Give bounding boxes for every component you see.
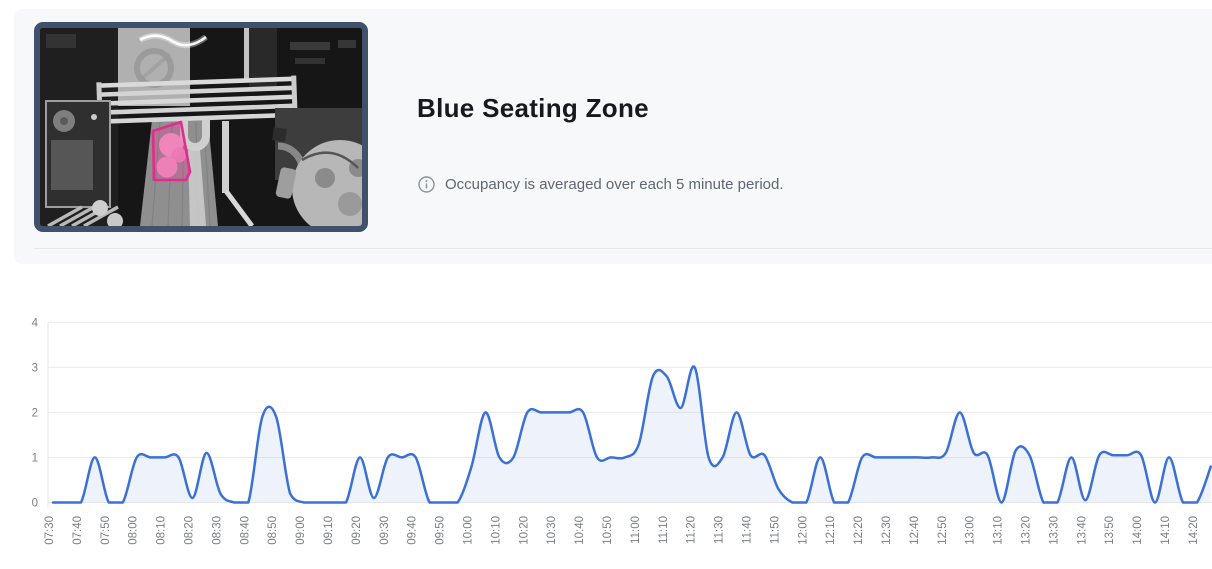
x-tick-label: 10:40 [574, 516, 586, 545]
x-tick-label: 13:10 [993, 516, 1005, 545]
info-note-text: Occupancy is averaged over each 5 minute… [445, 176, 784, 193]
x-tick-label: 11:30 [714, 516, 726, 544]
x-tick-label: 07:40 [72, 516, 84, 545]
x-tick-label: 10:20 [518, 516, 530, 545]
x-tick-label: 08:20 [184, 516, 196, 545]
y-tick-labels: 0 1 2 3 4 [32, 317, 39, 509]
y-gridlines [47, 321, 1212, 508]
x-tick-label: 07:50 [100, 516, 112, 545]
x-tick-label: 14:20 [1188, 516, 1200, 545]
x-tick-label: 10:00 [463, 516, 475, 545]
x-tick-labels: 07:30 07:40 07:50 08:00 08:10 08:20 08:30 08:40… [44, 516, 1200, 545]
page-title: Blue Seating Zone [417, 93, 649, 123]
x-tick-label: 09:30 [379, 516, 391, 545]
x-tick-label: 09:10 [323, 516, 335, 545]
x-tick-label: 09:40 [407, 516, 419, 545]
occupancy-area-fill [53, 366, 1211, 503]
x-tick-label: 13:00 [965, 516, 977, 545]
y-tick-label: 1 [32, 452, 38, 464]
x-tick-label: 10:50 [602, 516, 614, 545]
x-tick-label: 11:10 [658, 516, 670, 544]
x-tick-label: 14:10 [1160, 516, 1172, 545]
zone-overlay [151, 120, 192, 182]
x-tick-label: 10:10 [490, 516, 502, 545]
x-tick-label: 12:20 [853, 516, 865, 545]
info-note-row: Occupancy is averaged over each 5 minute… [418, 176, 784, 193]
x-tick-label: 12:10 [825, 516, 837, 545]
y-tick-label: 4 [32, 317, 39, 329]
x-tick-label: 12:00 [797, 516, 809, 545]
x-tick-label: 08:10 [156, 516, 168, 545]
x-tick-label: 14:00 [1132, 516, 1144, 545]
x-tick-label: 12:30 [881, 516, 893, 545]
x-tick-label: 13:40 [1076, 516, 1088, 545]
x-tick-label: 13:30 [1048, 516, 1060, 545]
x-tick-label: 07:30 [44, 516, 56, 545]
x-tick-label: 08:50 [267, 516, 279, 545]
x-tick-label: 09:20 [351, 516, 363, 545]
x-tick-label: 11:20 [686, 516, 698, 544]
x-tick-label: 08:00 [128, 516, 140, 545]
x-tick-label: 10:30 [546, 516, 558, 545]
zone-header-card: Blue Seating Zone Occupancy is averaged … [14, 9, 1212, 264]
info-circle-icon [418, 176, 435, 193]
y-tick-label: 2 [32, 407, 38, 419]
x-tick-label: 08:40 [239, 516, 251, 545]
x-tick-label: 11:50 [769, 516, 781, 544]
occupancy-line [51, 365, 1212, 504]
y-tick-label: 3 [32, 362, 38, 374]
x-tick-label: 09:00 [295, 516, 307, 545]
x-tick-label: 12:50 [937, 516, 949, 545]
x-tick-label: 11:00 [630, 516, 642, 544]
x-tick-label: 12:40 [909, 516, 921, 545]
x-tick-label: 09:50 [435, 516, 447, 545]
camera-thumbnail[interactable] [34, 22, 368, 232]
x-tick-label: 11:40 [742, 516, 754, 544]
y-tick-label: 0 [32, 498, 38, 510]
camera-view-image [40, 28, 362, 226]
x-tick-label: 08:30 [211, 516, 223, 545]
card-divider [34, 248, 1212, 249]
x-tick-label: 13:20 [1021, 516, 1033, 545]
x-tick-label: 13:50 [1104, 516, 1116, 545]
